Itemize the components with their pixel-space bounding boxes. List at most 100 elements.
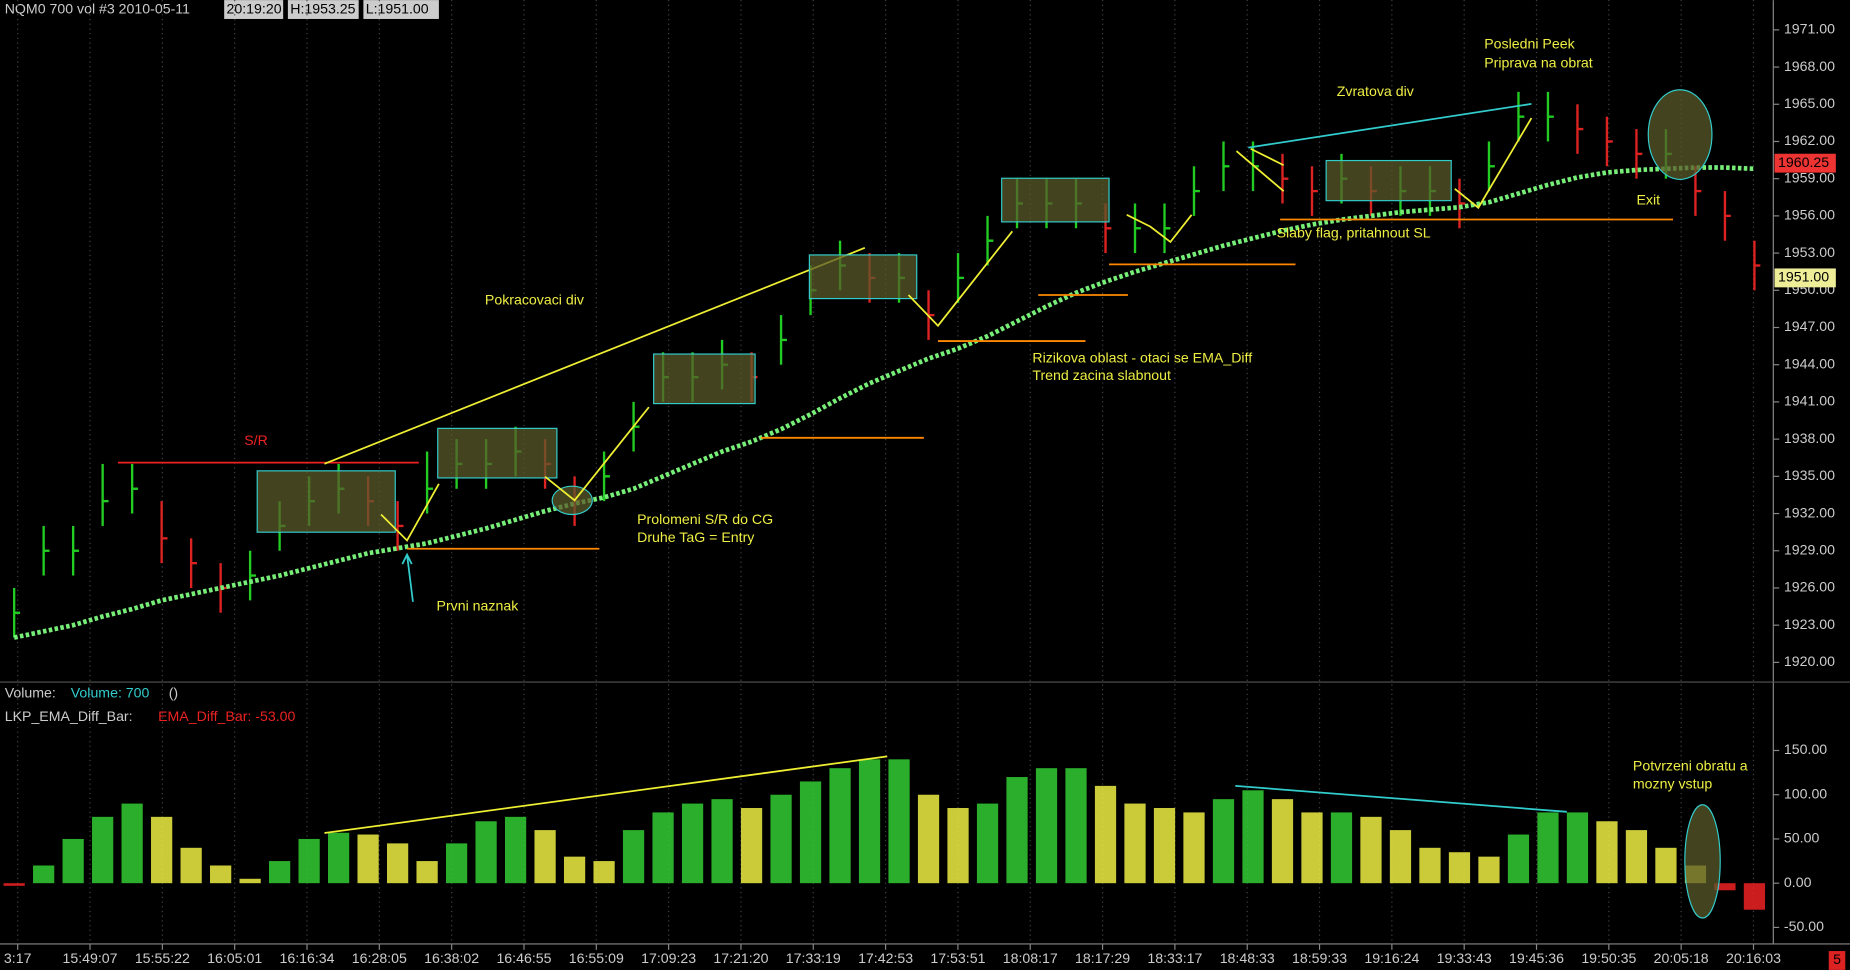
x-tick-label: 18:33:17 [1147,950,1202,966]
header: NQM0 700 vol #3 2010-05-11 20:19:20 H:19… [5,0,439,19]
annotation: Posledni Peek [1484,36,1575,52]
histogram-bar [327,832,350,884]
histogram-bar [298,838,320,884]
histogram-bar [1507,834,1530,884]
histogram-bar [475,821,497,884]
x-tick-label: 16:38:02 [424,950,479,966]
histogram-bar [1242,790,1264,884]
x-tick-label: 3:17 [4,950,32,966]
y-tick-label: 1923.00 [1784,616,1835,632]
x-tick-label: 16:28:05 [352,950,407,966]
annotation: Priprava na obrat [1484,55,1593,71]
annotation: Slaby flag, pritahnout SL [1277,224,1431,240]
histogram-bar [770,794,792,884]
y-tick-label: -50.00 [1784,918,1824,934]
histogram-bar [151,816,173,884]
price-label-box [1774,153,1836,173]
x-tick-label: 15:55:22 [135,950,190,966]
histogram-bar [1625,830,1648,884]
y-tick-label: 1959.00 [1784,169,1835,185]
histogram-bar [888,759,910,884]
histogram-bar [1212,799,1235,884]
histogram-bar [3,883,25,886]
price-label: 1951.00 [1778,269,1829,285]
histogram-bar [416,861,438,884]
x-tick-label: 17:21:20 [713,950,768,966]
histogram-bar [858,759,881,884]
y-tick-label: 1968.00 [1784,58,1835,74]
histogram-bar [799,781,822,884]
x-tick-label: 18:59:33 [1292,950,1347,966]
y-tick-label: 1944.00 [1784,355,1835,371]
x-tick-label: 19:50:35 [1581,950,1636,966]
y-tick-label: 1965.00 [1784,95,1835,111]
x-tick-label: 16:05:01 [207,950,262,966]
histogram-bar [1183,812,1205,884]
histogram-bar [1596,821,1618,884]
x-tick-label: 19:33:43 [1437,950,1492,966]
ema-line [13,165,1755,640]
header-box [224,0,284,19]
header-time: 20:19:20 [227,0,282,16]
histogram-bar [121,803,143,884]
histogram-bar [622,830,645,884]
y-tick-label: 1971.00 [1784,21,1835,37]
indicator-legend: EMA_Diff_Bar: -53.00 [158,708,295,724]
histogram-bar [681,803,704,884]
histogram-bar [210,865,232,884]
y-tick-label: 1926.00 [1784,579,1835,595]
header-symbol: NQM0 700 vol #3 2010-05-11 [5,0,190,16]
x-tick-label: 15:49:07 [62,950,117,966]
y-tick-label: 1929.00 [1784,541,1835,557]
annotation: S/R [244,432,268,448]
y-tick-label: 0.00 [1784,874,1812,890]
histogram-bar [711,799,733,884]
histogram-bar [1419,847,1441,884]
annotation: Potvrzeni obratu a [1633,758,1748,774]
header-low: L:1951.00 [366,0,429,16]
annotation: Druhe TaG = Entry [637,529,755,545]
footer-badge: 5 [1833,951,1841,967]
header-box [287,0,359,19]
x-tick-label: 19:45:36 [1509,950,1564,966]
histogram-bar [1714,883,1736,891]
histogram-bar [1271,799,1294,884]
annotation: Prvni naznak [437,597,520,613]
histogram-bar [357,834,379,884]
price-label-box [1774,268,1836,288]
histogram-bar [1301,812,1323,884]
annotation: Prolomeni S/R do CG [637,511,773,527]
histogram-bar [92,816,114,884]
y-tick-label: 1947.00 [1784,318,1835,334]
histogram-bar [1065,768,1087,884]
drawings [117,89,1721,919]
header-high: H:1953.25 [290,0,355,16]
indicator-legend: Volume: [5,685,56,701]
indicator-legend: Volume: 700 [71,685,150,701]
histogram-bar [1389,830,1412,884]
x-tick-label: 17:09:23 [641,950,696,966]
histogram-bar [33,865,55,884]
histogram-bar [239,878,261,884]
histogram-bar [1478,856,1500,884]
histogram-bar [1006,777,1028,884]
y-tick-label: 50.00 [1784,830,1820,846]
histogram-bar [269,861,291,884]
histogram-bar [947,807,969,884]
histogram-bar [180,847,202,884]
annotation: Rizikova oblast - otaci se EMA_Diff [1032,349,1252,365]
y-tick-label: 100.00 [1784,785,1827,801]
x-tick-label: 18:48:33 [1220,950,1275,966]
annotation: Exit [1636,191,1660,207]
histogram-bar [1153,807,1176,884]
y-tick-label: 1941.00 [1784,393,1835,409]
histogram-bar [1035,768,1058,884]
histogram-bar [652,812,674,884]
y-tick-label: 1953.00 [1784,244,1835,260]
histogram-bar [1094,785,1117,884]
histogram-bar [740,807,763,884]
indicator-legend: () [169,685,178,701]
histogram-bar [917,794,940,884]
histogram-bar [593,861,615,884]
